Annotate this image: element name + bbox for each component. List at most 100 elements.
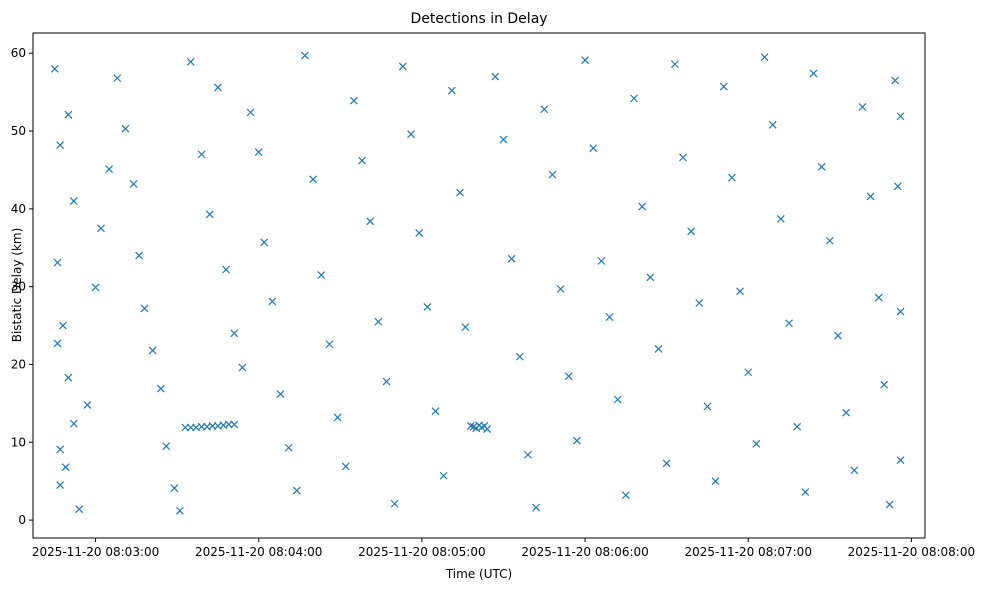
data-point [801,488,810,497]
data-point [621,491,630,500]
plot-frame [32,32,926,539]
data-point [91,283,100,292]
data-point [507,254,516,263]
data-point [711,477,720,486]
data-point [687,227,696,236]
data-point [284,443,293,452]
data-point [483,425,492,433]
data-point [752,439,761,448]
data-point [466,422,475,430]
data-point [246,108,255,117]
data-point [75,505,84,514]
data-point [276,390,285,398]
x-tick-label: 2025-11-20 08:03:00 [32,545,159,559]
data-point [390,499,399,508]
data-point [556,285,565,293]
data-point [858,102,867,111]
y-tick-label: 60 [11,46,26,60]
x-axis-label: Time (UTC) [445,567,512,581]
data-point [719,82,728,91]
data-point [896,456,905,465]
data-point [69,419,78,428]
data-point [670,60,679,69]
data-point [162,442,171,451]
data-point [548,170,557,179]
data-point [374,317,383,326]
data-point [230,420,239,429]
data-point [309,175,318,184]
x-tick-label: 2025-11-20 08:06:00 [521,545,648,559]
data-point [170,484,179,493]
data-point [776,215,785,223]
data-point [56,481,65,490]
data-point [589,144,598,153]
data-point [896,112,905,121]
data-point [135,251,143,260]
data-point [56,445,65,454]
data-point [260,238,269,247]
data-point [175,506,184,515]
data-point [880,380,889,389]
data-point [524,450,532,459]
data-point [140,304,149,313]
data-point [358,156,366,165]
data-point [885,500,894,509]
data-point [760,53,769,62]
data-point [461,323,470,332]
data-point [744,368,753,377]
data-point [703,402,712,411]
data-point [292,486,301,495]
data-point [398,62,407,71]
data-point [58,321,67,330]
data-point [186,57,195,66]
data-point [896,307,905,316]
data-point [850,466,859,475]
x-tick-label: 2025-11-20 08:07:00 [685,545,812,559]
x-tick-label: 2025-11-20 08:05:00 [358,545,485,559]
data-point [456,188,464,197]
data-point [662,459,671,468]
data-point [613,395,622,404]
data-point [809,69,818,78]
data-points [50,51,905,515]
data-point [56,141,65,149]
data-point [825,236,834,245]
data-point [581,56,589,65]
data-point [423,302,432,311]
data-point [785,319,793,328]
data-point [891,76,900,85]
data-point [646,273,655,282]
data-point [341,462,350,471]
data-point [230,329,239,338]
data-point [333,413,342,422]
data-point [366,217,375,226]
data-point [197,150,206,159]
data-point [842,408,851,417]
data-point [866,192,875,201]
data-point [727,173,736,182]
data-point [491,72,500,81]
data-point [83,401,92,409]
data-point [605,313,614,321]
data-point [499,135,508,144]
y-tick-label: 40 [11,202,26,216]
data-point [121,124,130,133]
data-point [148,346,157,355]
data-point [382,377,391,386]
data-point [768,120,777,129]
data-point [64,110,73,119]
data-point [817,162,826,171]
data-point [113,74,122,83]
x-tick-label: 2025-11-20 08:08:00 [848,545,975,559]
data-point [205,210,214,219]
data-point [53,258,62,267]
data-point [317,271,326,279]
data-point [325,340,334,349]
data-point [97,224,105,233]
data-point [532,503,541,512]
data-point [630,94,638,103]
data-point [50,64,59,73]
data-point [156,384,165,393]
